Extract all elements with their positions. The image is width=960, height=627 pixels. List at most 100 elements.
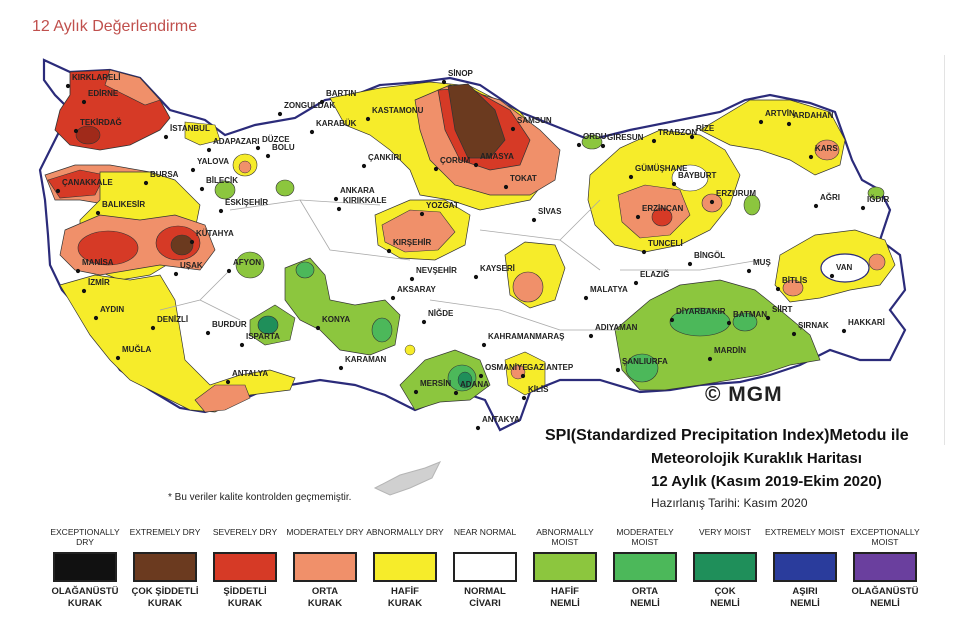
- legend-turkish-label: ÇOK: [714, 586, 736, 597]
- city-marker: [813, 203, 819, 209]
- region-konya-moderate: [371, 317, 393, 343]
- legend-swatch: [373, 552, 437, 582]
- city-label: UŞAK: [180, 261, 203, 270]
- city-label: TRABZON: [658, 128, 697, 137]
- city-marker: [65, 83, 71, 89]
- city-label: BAYBURT: [678, 171, 716, 180]
- city-label: BARTIN: [326, 89, 356, 98]
- city-marker: [409, 276, 415, 282]
- city-label: YOZGAT: [426, 201, 459, 210]
- region-erzurum-moist: [743, 194, 761, 216]
- city-marker: [336, 206, 342, 212]
- legend-swatch: [293, 552, 357, 582]
- city-marker: [689, 134, 695, 140]
- legend-turkish-label: OLAĞANÜSTÜ: [851, 586, 919, 597]
- region-bitlis-moderate: [782, 279, 804, 297]
- city-marker: [473, 274, 479, 280]
- city-marker: [709, 199, 715, 205]
- region-erzincan-severe: [651, 207, 673, 227]
- region-cankiri-dry: [404, 344, 416, 356]
- city-label: OSMANİYE: [485, 363, 528, 372]
- city-label: ESKİŞEHİR: [225, 198, 268, 207]
- city-label: ADANA: [460, 380, 489, 389]
- city-marker: [615, 367, 621, 373]
- city-label: KASTAMONU: [372, 106, 424, 115]
- city-label: DENİZLİ: [157, 315, 188, 324]
- region-kars-moderate: [814, 139, 840, 161]
- legend-english-label: MODERATELY DRY: [286, 527, 364, 537]
- map-title: SPI(Standardized Precipitation Index)Met…: [545, 427, 935, 510]
- city-marker: [633, 280, 639, 286]
- city-label: ÇANKIRI: [368, 153, 401, 162]
- city-marker: [503, 184, 509, 190]
- legend-turkish-label: KURAK: [307, 598, 343, 609]
- city-marker: [255, 145, 261, 151]
- legend-english-label: EXTREMELY MOIST: [765, 527, 845, 537]
- legend-swatch: [613, 552, 677, 582]
- city-marker: [390, 295, 396, 301]
- map-title-line1: SPI(Standardized Precipitation Index)Met…: [545, 427, 909, 444]
- city-label: MANİSA: [82, 258, 114, 267]
- city-marker: [475, 425, 481, 431]
- region-kirsehir-moderate: [381, 209, 456, 253]
- city-label: ÇANAKKALE: [62, 178, 113, 187]
- city-label: TUNCELİ: [648, 239, 683, 248]
- legend-turkish-label: CİVARI: [469, 598, 501, 609]
- legend-item: MODERATELY DRY ORTA KURAK: [285, 527, 365, 610]
- city-marker: [433, 166, 439, 172]
- city-marker: [671, 181, 677, 187]
- city-label: AĞRI: [820, 193, 840, 202]
- legend-english-label: SEVERELY DRY: [212, 527, 278, 537]
- legend-turkish-label: KURAK: [227, 598, 263, 609]
- legend-swatch: [53, 552, 117, 582]
- city-label: GAZİANTEP: [527, 363, 574, 372]
- city-marker: [309, 129, 315, 135]
- region-istanbul: [184, 121, 221, 146]
- legend-turkish-label: ORTA: [311, 586, 339, 597]
- region-kutahya-extreme: [170, 234, 194, 256]
- city-marker: [481, 342, 487, 348]
- region-manisa-severe: [77, 230, 139, 266]
- city-label: ARTVİN: [765, 109, 795, 118]
- legend-turkish-label: KURAK: [387, 598, 423, 609]
- legend-turkish-label: NEMLİ: [790, 598, 820, 609]
- legend-swatch: [133, 552, 197, 582]
- city-marker: [239, 342, 245, 348]
- city-label: IĞDIR: [867, 195, 889, 204]
- region-diyarbakir-moist: [614, 279, 821, 391]
- city-label: ŞIRNAK: [798, 321, 829, 330]
- city-marker: [413, 389, 419, 395]
- city-label: BATMAN: [733, 310, 767, 319]
- city-marker: [453, 390, 459, 396]
- city-marker: [726, 320, 732, 326]
- region-afyon-moist: [235, 251, 265, 279]
- legend-turkish-label: ŞİDDETLİ: [223, 586, 267, 597]
- legend-item: EXTREMELY MOIST AŞIRI NEMLİ: [765, 527, 845, 610]
- city-marker: [746, 268, 752, 274]
- city-marker: [93, 315, 99, 321]
- city-label: BURDUR: [212, 320, 247, 329]
- region-isparta-moderate: [257, 315, 279, 335]
- region-aydin-denizli: [59, 274, 296, 413]
- city-label: AMASYA: [480, 152, 514, 161]
- region-kayseri-moderate: [512, 271, 544, 303]
- city-label: AYDIN: [100, 305, 124, 314]
- legend-english-label: EXTREMELY DRY: [129, 527, 201, 537]
- city-label: SİNOP: [448, 69, 474, 78]
- city-label: ISPARTA: [246, 332, 280, 341]
- city-label: İZMİR: [88, 278, 110, 287]
- region-igdir-moist: [867, 186, 885, 200]
- legend-english-label: ABNORMALLY DRY: [366, 527, 444, 537]
- legend-turkish-label: KURAK: [67, 598, 103, 609]
- city-label: HAKKARİ: [848, 318, 885, 327]
- legend-turkish-label: NEMLİ: [550, 598, 580, 609]
- city-label: AKSARAY: [397, 285, 436, 294]
- city-marker: [150, 325, 156, 331]
- city-label: YALOVA: [197, 157, 229, 166]
- city-marker: [707, 356, 713, 362]
- city-marker: [277, 111, 283, 117]
- city-marker: [841, 328, 847, 334]
- city-label: MUŞ: [753, 258, 771, 267]
- region-tekirdag-core: [75, 125, 101, 145]
- city-marker: [163, 134, 169, 140]
